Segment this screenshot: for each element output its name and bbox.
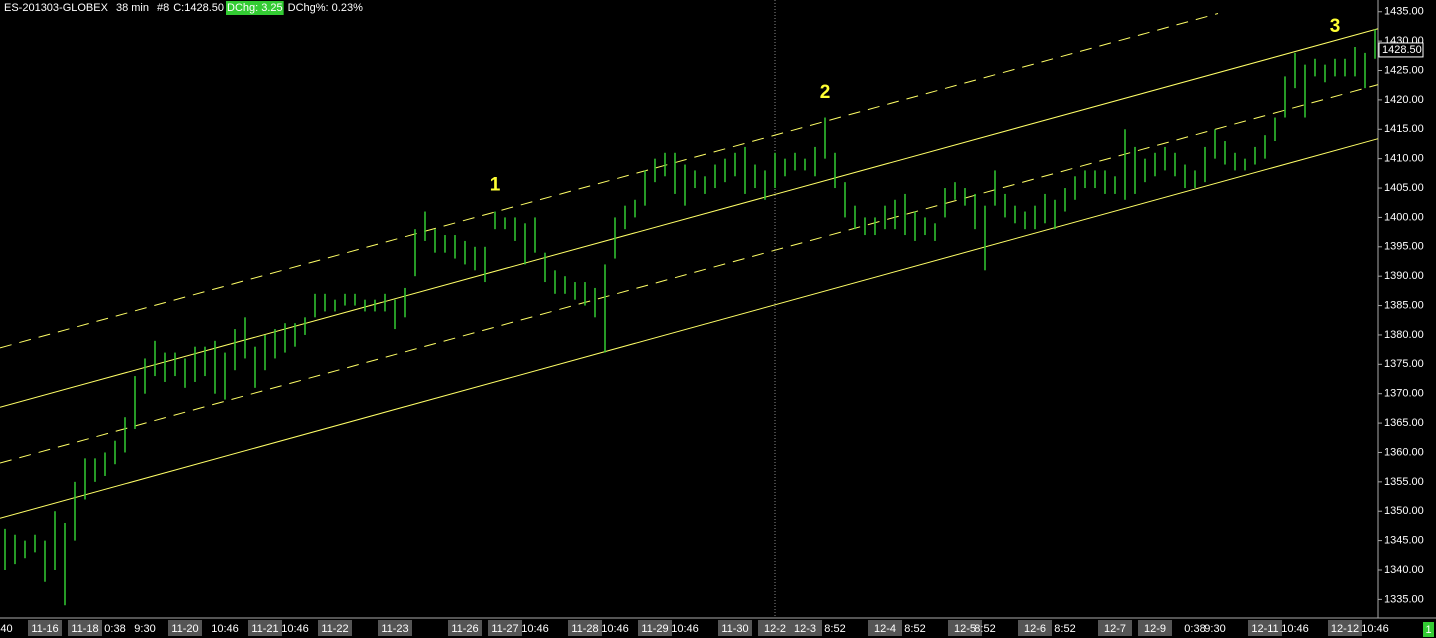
date-label-box — [1328, 620, 1362, 636]
x-tick-label: 12-7 — [1104, 623, 1126, 635]
annotation: 1 — [490, 175, 501, 196]
trendline — [0, 28, 1379, 408]
y-tick-label: 1365.00 — [1384, 417, 1424, 429]
x-tick-label: 12-5 — [954, 623, 976, 635]
annotation: 3 — [1330, 16, 1341, 37]
x-tick-label: 8:52 — [974, 623, 995, 635]
date-label-box — [448, 620, 482, 636]
y-tick-label: 1435.00 — [1384, 6, 1424, 18]
x-tick-label: 12-12 — [1331, 623, 1359, 635]
x-tick-label: 9:30 — [1204, 623, 1225, 635]
date-label-box — [718, 620, 752, 636]
x-tick-label: 11-20 — [171, 623, 198, 635]
date-label-box — [788, 620, 822, 636]
x-tick-label: 11-26 — [451, 623, 478, 635]
header-close: C:1428.50 — [173, 2, 224, 14]
y-tick-label: 1415.00 — [1384, 123, 1424, 135]
x-tick-label: 8:52 — [824, 623, 845, 635]
y-tick-label: 1405.00 — [1384, 182, 1424, 194]
date-label-box — [378, 620, 412, 636]
date-label-box — [1248, 620, 1282, 636]
last-price-box — [1378, 42, 1424, 58]
header-dchg: DChg: 3.25 — [227, 2, 283, 14]
x-tick-label: 11-22 — [321, 623, 348, 635]
x-tick-label: 10:46 — [211, 623, 239, 635]
y-tick-label: 1375.00 — [1384, 358, 1424, 370]
x-tick-label: :40 — [0, 623, 13, 635]
date-label-box — [1138, 620, 1172, 636]
corner-badge-box — [1423, 622, 1434, 637]
header-dchg-pct: DChg%: 0.23% — [288, 2, 363, 14]
dchg-box — [226, 1, 284, 15]
x-tick-label: 11-21 — [251, 623, 278, 635]
x-tick-label: 11-30 — [721, 623, 748, 635]
date-label-box — [318, 620, 352, 636]
date-label-box — [488, 620, 522, 636]
x-tick-label: 8:52 — [1054, 623, 1075, 635]
x-tick-label: 9:30 — [134, 623, 155, 635]
x-tick-label: 12-11 — [1251, 623, 1278, 635]
x-tick-label: 0:38 — [104, 623, 125, 635]
x-tick-label: 10:46 — [521, 623, 549, 635]
y-tick-label: 1380.00 — [1384, 329, 1424, 341]
x-tick-label: 10:46 — [1361, 623, 1389, 635]
y-tick-label: 1425.00 — [1384, 64, 1424, 76]
x-tick-label: 12-6 — [1024, 623, 1046, 635]
y-tick-label: 1370.00 — [1384, 388, 1424, 400]
date-label-box — [948, 620, 982, 636]
x-tick-label: 11-23 — [381, 623, 408, 635]
x-tick-label: 10:46 — [671, 623, 699, 635]
x-tick-label: 12-9 — [1144, 623, 1166, 635]
date-label-box — [1018, 620, 1052, 636]
x-tick-label: 11-16 — [31, 623, 58, 635]
x-tick-label: 11-27 — [491, 623, 518, 635]
date-label-box — [28, 620, 62, 636]
x-tick-label: 12-2 — [764, 623, 786, 635]
date-label-box — [758, 620, 792, 636]
x-tick-label: 8:52 — [904, 623, 925, 635]
y-tick-label: 1340.00 — [1384, 564, 1424, 576]
x-tick-label: 10:46 — [1281, 623, 1309, 635]
header-interval: 38 min — [116, 2, 149, 14]
date-label-box — [568, 620, 602, 636]
x-tick-label: 10:46 — [281, 623, 309, 635]
y-tick-label: 1355.00 — [1384, 476, 1424, 488]
x-tick-label: 0:38 — [1184, 623, 1205, 635]
y-tick-label: 1410.00 — [1384, 153, 1424, 165]
x-tick-label: 11-18 — [71, 623, 98, 635]
corner-badge: 1 — [1425, 624, 1431, 636]
x-tick-label: 12-4 — [874, 623, 896, 635]
y-tick-label: 1420.00 — [1384, 94, 1424, 106]
x-tick-label: 11-29 — [641, 623, 668, 635]
date-label-box — [168, 620, 202, 636]
trendline — [0, 138, 1379, 519]
y-tick-label: 1385.00 — [1384, 299, 1424, 311]
date-label-box — [248, 620, 282, 636]
annotation: 2 — [820, 82, 831, 103]
y-tick-label: 1350.00 — [1384, 505, 1424, 517]
trendline — [0, 13, 1219, 349]
last-price-label: 1428.50 — [1382, 44, 1422, 56]
y-tick-label: 1360.00 — [1384, 446, 1424, 458]
y-tick-label: 1390.00 — [1384, 270, 1424, 282]
y-tick-label: 1335.00 — [1384, 593, 1424, 605]
date-label-box — [638, 620, 672, 636]
date-label-box — [868, 620, 902, 636]
x-tick-label: 10:46 — [601, 623, 629, 635]
x-tick-label: 11-28 — [571, 623, 598, 635]
x-tick-label: 12-3 — [794, 623, 816, 635]
date-label-box — [68, 620, 102, 636]
y-tick-label: 1395.00 — [1384, 241, 1424, 253]
header-bar-number: #8 — [157, 2, 169, 14]
trendline — [0, 84, 1379, 464]
y-tick-label: 1400.00 — [1384, 211, 1424, 223]
y-tick-label: 1345.00 — [1384, 535, 1424, 547]
header-symbol: ES-201303-GLOBEX — [4, 2, 109, 14]
date-label-box — [1098, 620, 1132, 636]
